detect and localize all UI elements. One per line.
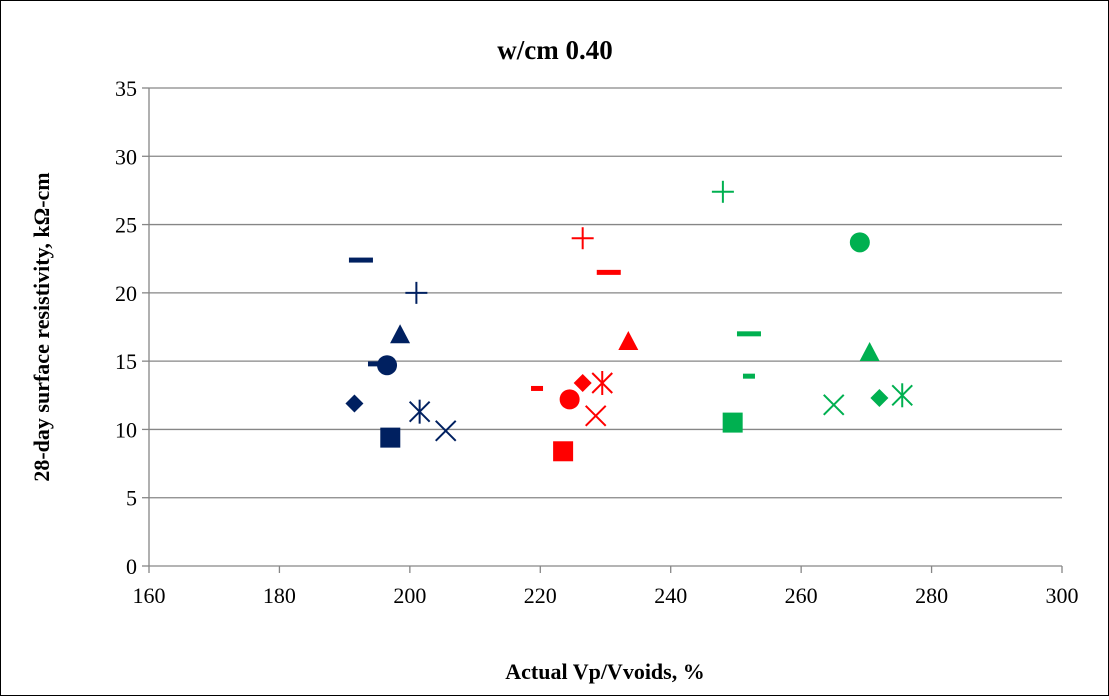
data-point-diamond <box>345 394 364 413</box>
data-point-diamond <box>573 373 592 392</box>
data-point-diamond <box>870 389 889 408</box>
data-point-star <box>408 399 431 424</box>
x-tick-label: 180 <box>263 583 296 608</box>
data-point-x <box>585 405 607 427</box>
data-point-dash <box>348 257 373 263</box>
x-axis-title: Actual Vp/Vvoids, % <box>505 659 704 684</box>
x-tick-label: 300 <box>1046 583 1079 608</box>
data-point-star <box>891 383 913 408</box>
gridlines <box>149 87 1062 499</box>
y-tick-label: 35 <box>115 76 137 101</box>
data-point-triangle <box>390 324 411 344</box>
y-tick-label: 30 <box>115 144 137 169</box>
data-point-circle <box>849 232 870 253</box>
x-tick-label: 280 <box>915 583 948 608</box>
x-tick-label: 220 <box>524 583 557 608</box>
x-tick-label: 160 <box>133 583 166 608</box>
data-points <box>345 180 913 462</box>
data-point-triangle <box>859 341 880 361</box>
data-point-circle <box>377 355 398 376</box>
x-tick-label: 260 <box>785 583 818 608</box>
data-point-small-dash <box>367 361 380 367</box>
x-tick-label: 240 <box>654 583 687 608</box>
data-point-square <box>380 427 401 448</box>
chart-title: w/cm 0.40 <box>497 35 612 65</box>
data-point-triangle <box>618 331 639 351</box>
data-point-plus <box>405 281 428 304</box>
data-point-dash <box>596 269 621 275</box>
y-tick-label: 5 <box>126 486 137 511</box>
data-point-circle <box>559 389 580 410</box>
tick-labels: 0 5 10 15 20 25 30 35 160 180 200 220 240 260 280 300 <box>115 76 1079 608</box>
data-point-square <box>722 412 743 433</box>
y-tick-label: 25 <box>115 213 137 238</box>
data-point-plus <box>711 180 734 203</box>
axes <box>142 87 1063 573</box>
data-point-plus <box>571 227 594 250</box>
data-point-star <box>591 370 613 395</box>
data-point-x <box>435 420 457 442</box>
data-point-dash <box>736 331 761 337</box>
x-tick-label: 200 <box>393 583 426 608</box>
y-tick-label: 20 <box>115 281 137 306</box>
y-tick-label: 15 <box>115 349 137 374</box>
data-point-square <box>553 441 574 462</box>
y-axis-title: 28-day surface resistivity, kΩ-cm <box>29 172 54 481</box>
data-point-x <box>823 394 845 416</box>
y-tick-label: 0 <box>126 554 137 579</box>
y-tick-label: 10 <box>115 417 137 442</box>
data-point-small-dash <box>742 373 755 379</box>
data-point-small-dash <box>531 385 544 391</box>
